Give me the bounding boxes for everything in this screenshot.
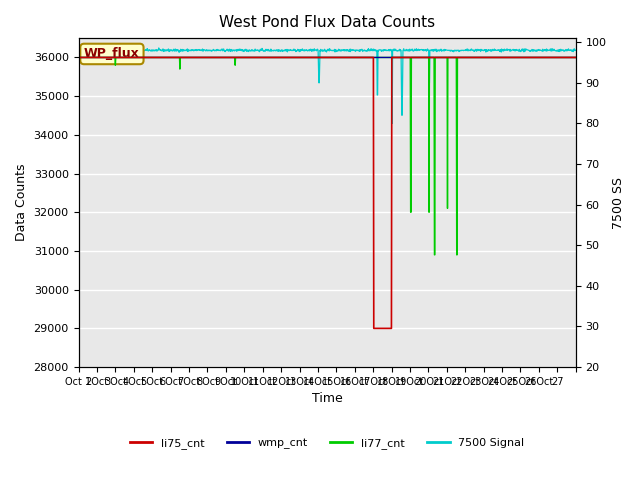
Text: WP_flux: WP_flux (84, 48, 140, 60)
Y-axis label: 7500 SS: 7500 SS (612, 177, 625, 228)
Title: West Pond Flux Data Counts: West Pond Flux Data Counts (219, 15, 435, 30)
Legend: li75_cnt, wmp_cnt, li77_cnt, 7500 Signal: li75_cnt, wmp_cnt, li77_cnt, 7500 Signal (125, 434, 529, 454)
X-axis label: Time: Time (312, 392, 342, 405)
Y-axis label: Data Counts: Data Counts (15, 164, 28, 241)
